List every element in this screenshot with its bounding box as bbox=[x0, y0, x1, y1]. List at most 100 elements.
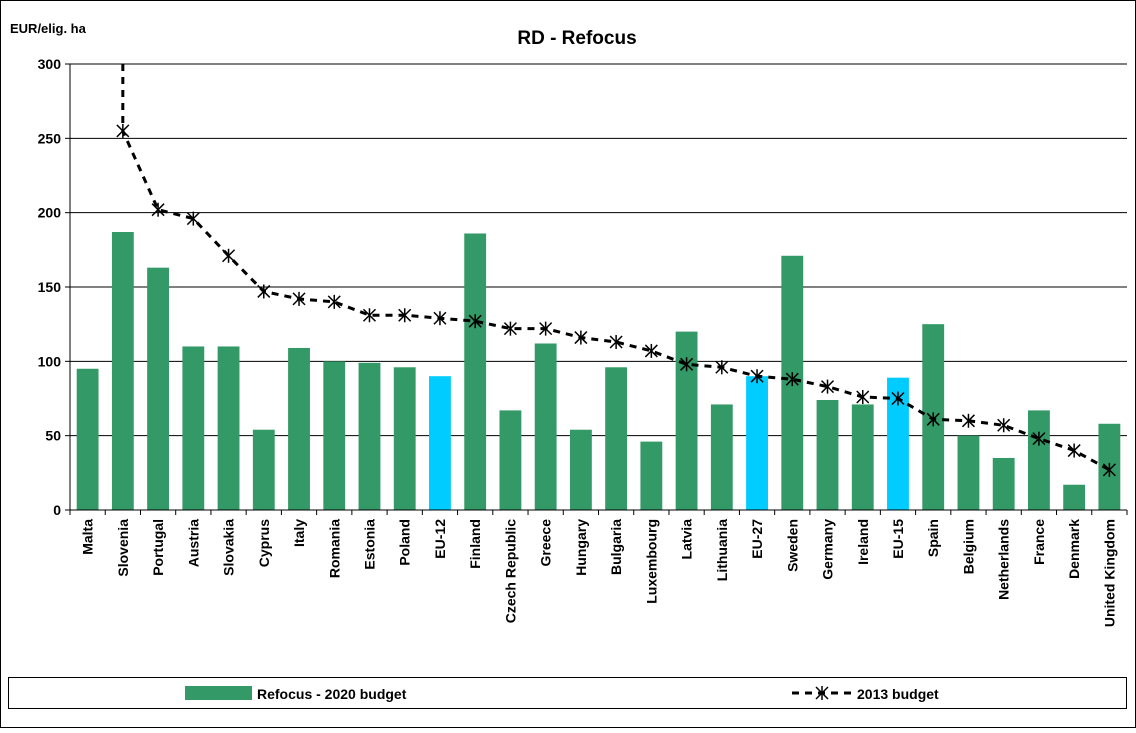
legend-frame bbox=[8, 677, 1127, 709]
line-point bbox=[539, 321, 553, 336]
y-tick-label: 250 bbox=[38, 130, 62, 146]
bar bbox=[252, 429, 275, 510]
line-point bbox=[644, 343, 658, 358]
bar bbox=[816, 399, 839, 510]
x-tick-label: Czech Republic bbox=[502, 519, 518, 623]
y-tick-label: 100 bbox=[38, 353, 62, 369]
y-tick-label: 300 bbox=[38, 56, 62, 72]
x-tick-label: Latvia bbox=[679, 519, 695, 560]
x-tick-label: Italy bbox=[291, 519, 307, 547]
bar bbox=[1027, 410, 1050, 510]
bar bbox=[569, 429, 592, 510]
x-tick-label: Bulgaria bbox=[608, 519, 624, 575]
line-point bbox=[327, 294, 341, 309]
bar bbox=[464, 233, 487, 511]
x-tick-label: France bbox=[1031, 519, 1047, 565]
line-point bbox=[292, 291, 306, 306]
x-tick-label: EU-12 bbox=[432, 519, 448, 559]
bar bbox=[499, 410, 522, 510]
bar bbox=[640, 441, 663, 510]
bar bbox=[217, 346, 240, 510]
x-tick-label: Malta bbox=[80, 519, 96, 555]
legend-star-icon bbox=[815, 686, 829, 700]
x-tick-label: Ireland bbox=[855, 519, 871, 565]
x-tick-label: Netherlands bbox=[996, 519, 1012, 600]
line-point bbox=[151, 202, 165, 217]
x-tick-label: Sweden bbox=[784, 519, 800, 572]
y-tick-label: 50 bbox=[45, 428, 61, 444]
line-point bbox=[609, 335, 623, 350]
ytick-layer: 0 50 100 150 200 250 300 bbox=[38, 56, 70, 518]
bar bbox=[393, 367, 416, 510]
line-point bbox=[926, 412, 940, 427]
legend-bar-swatch bbox=[185, 686, 252, 700]
bar bbox=[147, 267, 170, 510]
line-point bbox=[574, 330, 588, 345]
line-point bbox=[1032, 431, 1046, 446]
chart-title: RD - Refocus bbox=[517, 28, 636, 49]
line-point bbox=[362, 308, 377, 323]
line-point bbox=[891, 391, 905, 406]
x-tick-label: Germany bbox=[820, 519, 836, 580]
line-point bbox=[503, 321, 517, 336]
bar bbox=[957, 435, 980, 510]
bar bbox=[182, 346, 205, 510]
x-tick-label: United Kingdom bbox=[1101, 519, 1117, 627]
x-tick-label: Romania bbox=[326, 519, 342, 578]
grid-layer bbox=[70, 63, 1127, 437]
line-point bbox=[257, 284, 271, 299]
x-tick-label: Hungary bbox=[573, 519, 589, 576]
line-point bbox=[1102, 462, 1116, 477]
line-point bbox=[433, 311, 447, 326]
line-point bbox=[680, 357, 694, 372]
line-point bbox=[856, 390, 870, 405]
line-point bbox=[715, 360, 729, 375]
bar bbox=[111, 231, 134, 510]
bar bbox=[605, 367, 628, 510]
line-layer bbox=[116, 63, 1116, 477]
x-tick-label: EU-15 bbox=[890, 519, 906, 559]
x-tick-label: Cyprus bbox=[256, 519, 272, 567]
x-tick-label: Spain bbox=[925, 519, 941, 557]
bar bbox=[675, 331, 698, 510]
x-tick-label: Portugal bbox=[150, 519, 166, 576]
bar bbox=[992, 457, 1015, 510]
line-point bbox=[961, 413, 975, 428]
y-axis-label: EUR/elig. ha bbox=[10, 21, 87, 36]
bar bbox=[746, 376, 768, 510]
line-point bbox=[1067, 443, 1081, 458]
line-point bbox=[398, 308, 412, 323]
x-tick-label: Lithuania bbox=[714, 519, 730, 581]
x-tick-label: Austria bbox=[185, 519, 201, 567]
line-point bbox=[820, 379, 835, 394]
x-tick-label: Slovenia bbox=[115, 519, 131, 577]
bar bbox=[358, 362, 381, 510]
x-tick-label: Luxembourg bbox=[643, 519, 659, 604]
line-point bbox=[785, 372, 799, 387]
line-point bbox=[222, 248, 236, 263]
bar bbox=[76, 368, 99, 510]
legend-line-label: 2013 budget bbox=[857, 686, 939, 702]
bars-layer bbox=[76, 231, 1121, 511]
line-point bbox=[750, 369, 764, 384]
x-tick-label: Belgium bbox=[960, 519, 976, 574]
line-point bbox=[468, 314, 482, 329]
y-tick-label: 0 bbox=[53, 502, 61, 518]
bar bbox=[1063, 484, 1086, 510]
x-tick-label: Greece bbox=[538, 519, 554, 567]
x-tick-label: Poland bbox=[397, 519, 413, 566]
xtick-layer: Malta Slovenia Portugal Austria Slovakia Cypr… bbox=[80, 519, 1118, 627]
x-tick-label: Denmark bbox=[1066, 519, 1082, 579]
line-point bbox=[116, 123, 130, 138]
bar bbox=[710, 404, 733, 510]
line-point bbox=[186, 211, 200, 226]
bar bbox=[887, 377, 909, 510]
bar bbox=[323, 361, 346, 510]
bar bbox=[534, 343, 557, 510]
y-tick-label: 150 bbox=[38, 279, 62, 295]
x-tick-label: EU-27 bbox=[749, 519, 765, 559]
x-tick-label: Finland bbox=[467, 519, 483, 569]
